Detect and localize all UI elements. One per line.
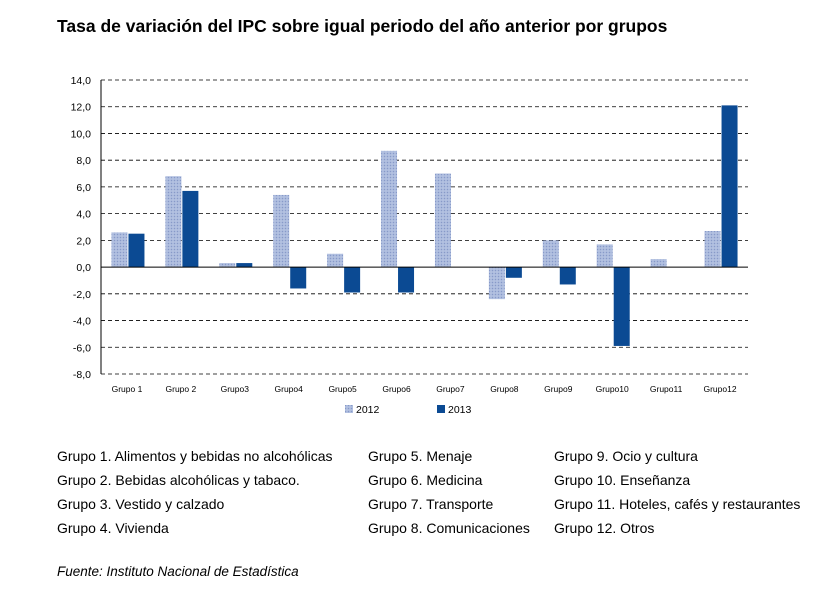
group-legend-item: Grupo 7. Transporte	[368, 496, 494, 512]
group-legend-item: Grupo 1. Alimentos y bebidas no alcohóli…	[57, 448, 333, 464]
group-legend-item: Grupo 8. Comunicaciones	[368, 520, 530, 536]
group-legend-item: Grupo 2. Bebidas alcohólicas y tabaco.	[57, 472, 300, 488]
x-tick-label: Grupo4	[275, 384, 304, 394]
group-legend-item: Grupo 5. Menaje	[368, 448, 473, 464]
y-tick-label: -2,0	[73, 289, 91, 301]
y-tick-label: 14,0	[71, 75, 92, 87]
y-tick-label: -6,0	[73, 342, 91, 354]
legend-label-2012: 2012	[356, 404, 380, 416]
bar-2013-4	[290, 267, 307, 289]
bar-2013-12	[721, 105, 738, 268]
group-legend-column-3: Grupo 9. Ocio y cultura Grupo 10. Enseña…	[554, 444, 800, 540]
bar-2013-10	[613, 267, 630, 346]
bar-2012-3	[219, 263, 236, 268]
group-legend-item: Grupo 11. Hoteles, cafés y restaurantes	[554, 496, 801, 512]
x-tick-label: Grupo3	[221, 384, 250, 394]
group-legend-column-2: Grupo 5. Menaje Grupo 6. Medicina Grupo …	[368, 444, 530, 540]
bar-2013-9	[559, 267, 576, 285]
x-tick-label: Grupo10	[596, 384, 629, 394]
y-tick-label: 12,0	[71, 102, 92, 114]
chart-title: Tasa de variación del IPC sobre igual pe…	[57, 16, 668, 36]
y-tick-label: 6,0	[76, 182, 91, 194]
bar-2013-3	[236, 263, 253, 268]
group-legend-item: Grupo 3. Vestido y calzado	[57, 496, 225, 512]
legend-label-2013: 2013	[448, 404, 472, 416]
bar-2012-2	[165, 176, 182, 268]
x-tick-label: Grupo7	[436, 384, 465, 394]
bar-2012-9	[542, 240, 559, 268]
y-tick-label: 8,0	[76, 155, 91, 167]
group-legend-item: Grupo 12. Otros	[554, 520, 655, 536]
bar-2012-1	[111, 232, 128, 268]
group-legend-item: Grupo 10. Enseñanza	[554, 472, 691, 488]
group-legend-item: Grupo 6. Medicina	[368, 472, 483, 488]
bar-2013-5	[344, 267, 361, 293]
source-note: Fuente: Instituto Nacional de Estadístic…	[57, 564, 299, 579]
x-tick-label: Grupo11	[650, 384, 683, 394]
x-tick-label: Grupo8	[490, 384, 519, 394]
y-tick-label: 0,0	[76, 262, 91, 274]
group-legend-column-1: Grupo 1. Alimentos y bebidas no alcohóli…	[57, 444, 333, 540]
y-tick-label: 4,0	[76, 209, 91, 221]
bar-chart: 14,0 12,0 10,0 8,0 6,0 4,0 2,0 0,0 -2,0 -4,0 -6,0 -…	[71, 75, 748, 416]
bar-2012-4	[273, 194, 290, 268]
x-tick-label: Grupo 2	[166, 384, 197, 394]
y-tick-label: 10,0	[71, 128, 92, 140]
bar-2012-7	[434, 173, 451, 268]
bar-2012-5	[327, 253, 344, 268]
bar-2012-12	[704, 231, 721, 268]
y-tick-label: 2,0	[76, 235, 91, 247]
group-legend-item: Grupo 4. Vivienda	[57, 520, 169, 536]
legend-swatch-2013	[437, 405, 445, 413]
bar-2012-11	[650, 259, 667, 268]
bar-2013-8	[505, 267, 522, 278]
legend-swatch-2012	[345, 405, 353, 413]
bar-2013-6	[398, 267, 415, 293]
bar-2013-2	[182, 190, 199, 268]
group-legend-item: Grupo 9. Ocio y cultura	[554, 448, 698, 464]
x-tick-label: Grupo9	[544, 384, 573, 394]
y-tick-label: -8,0	[73, 369, 91, 381]
x-tick-label: Grupo6	[382, 384, 411, 394]
y-tick-label: -4,0	[73, 316, 91, 328]
x-tick-label: Grupo5	[328, 384, 357, 394]
bar-2012-6	[381, 150, 398, 268]
bar-2012-10	[596, 244, 613, 268]
bar-2013-1	[128, 233, 145, 268]
x-tick-label: Grupo 1	[112, 384, 143, 394]
bar-2012-8	[488, 267, 505, 300]
x-tick-label: Grupo12	[703, 384, 736, 394]
